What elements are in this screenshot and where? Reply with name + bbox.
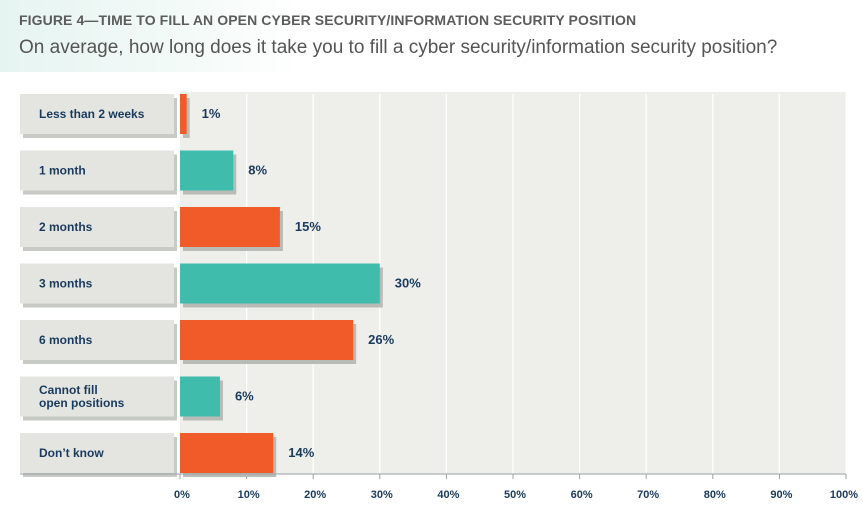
x-tick-label: 90% bbox=[770, 489, 792, 501]
x-tick-label: 70% bbox=[637, 489, 659, 501]
category-label: 1 month bbox=[39, 164, 86, 178]
data-label: 15% bbox=[295, 219, 321, 234]
data-label: 30% bbox=[395, 276, 421, 291]
category-label-box bbox=[20, 320, 174, 360]
x-tick-label: 10% bbox=[238, 489, 260, 501]
data-label: 6% bbox=[235, 389, 254, 404]
bar bbox=[180, 433, 274, 473]
x-tick-label: 50% bbox=[504, 489, 526, 501]
category-label: 3 months bbox=[39, 277, 93, 291]
category-label-box bbox=[20, 263, 174, 304]
data-label: 26% bbox=[368, 332, 394, 347]
category-label: Don’t know bbox=[39, 446, 104, 460]
bar bbox=[180, 376, 220, 417]
category-label: open positions bbox=[39, 396, 125, 410]
bar bbox=[180, 94, 187, 134]
bar bbox=[180, 263, 380, 304]
category-label: 2 months bbox=[39, 220, 93, 234]
category-label: Cannot fill bbox=[39, 383, 98, 397]
x-tick-label: 40% bbox=[437, 489, 459, 501]
data-label: 14% bbox=[288, 445, 314, 460]
figure-title: FIGURE 4—TIME TO FILL AN OPEN CYBER SECU… bbox=[19, 12, 637, 28]
data-label: 1% bbox=[202, 106, 221, 121]
bar bbox=[180, 320, 354, 360]
category-label-box bbox=[20, 207, 174, 247]
x-tick-label: 0% bbox=[174, 489, 190, 501]
category-label-box bbox=[20, 94, 174, 134]
x-tick-label: 20% bbox=[304, 489, 326, 501]
bar bbox=[180, 150, 234, 191]
x-tick-label: 80% bbox=[704, 489, 726, 501]
figure-subtitle: On average, how long does it take you to… bbox=[19, 37, 778, 58]
bar bbox=[180, 207, 280, 247]
category-label-box bbox=[20, 433, 174, 473]
data-label: 8% bbox=[248, 163, 267, 178]
category-label-box bbox=[20, 376, 174, 417]
x-tick-label: 100% bbox=[830, 489, 858, 501]
x-tick-label: 60% bbox=[571, 489, 593, 501]
header-band bbox=[0, 0, 300, 72]
x-tick-label: 30% bbox=[371, 489, 393, 501]
category-label: Less than 2 weeks bbox=[39, 107, 145, 121]
category-label-box bbox=[20, 150, 174, 191]
category-label: 6 months bbox=[39, 333, 93, 347]
